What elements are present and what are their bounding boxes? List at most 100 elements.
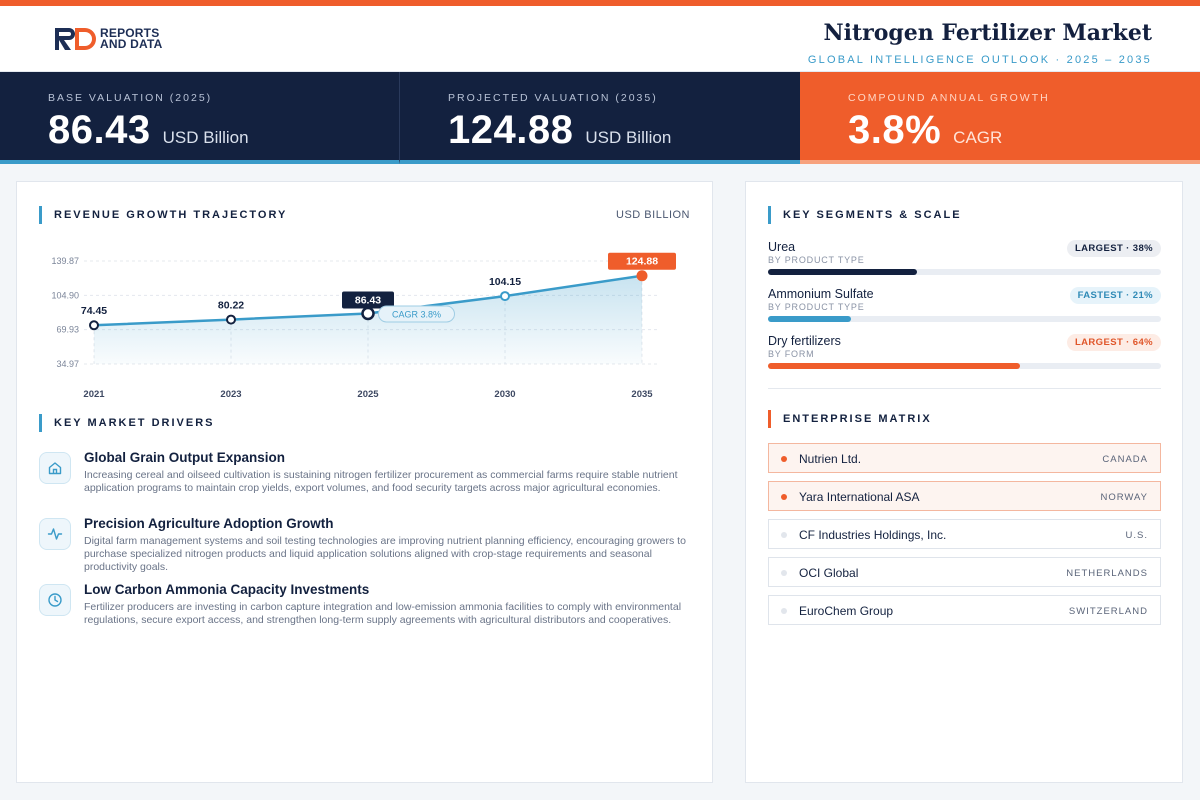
- matrix-heading: ENTERPRISE MATRIX: [768, 410, 932, 428]
- data-point: [636, 270, 648, 282]
- enterprise-name: CF Industries Holdings, Inc.: [799, 528, 947, 542]
- home-icon: [39, 452, 71, 484]
- brand-logo: REPORTS AND DATA: [55, 26, 163, 51]
- enterprise-row[interactable]: EuroChem Group SWITZERLAND: [768, 595, 1161, 625]
- segment-name: Urea: [768, 240, 796, 254]
- kpi-number: 86.43: [48, 108, 151, 152]
- kpi-unit: USD Billion: [585, 128, 672, 147]
- left-panel: REVENUE GROWTH TRAJECTORY USD BILLION 13…: [16, 181, 713, 783]
- cagr-annotation-pill: [378, 305, 455, 323]
- enterprise-name: Nutrien Ltd.: [799, 452, 862, 466]
- kpi-base-valuation: BASE VALUATION (2025) 86.43 USD Billion: [0, 72, 400, 164]
- driver-item: Global Grain Output Expansion Increasing…: [39, 450, 689, 516]
- segment-category: BY PRODUCT TYPE: [768, 302, 865, 312]
- enterprise-name: EuroChem Group: [799, 604, 894, 618]
- kpi-label: BASE VALUATION (2025): [48, 92, 213, 104]
- enterprise-country: SWITZERLAND: [1068, 606, 1148, 617]
- top-accent-bar: [0, 0, 1200, 6]
- section-divider: [768, 388, 1161, 389]
- kpi-strip: BASE VALUATION (2025) 86.43 USD Billion …: [0, 72, 1200, 164]
- segment-bar-fill: [768, 269, 918, 275]
- segment-badge: LARGEST · 64%: [1066, 334, 1161, 351]
- status-dot: [781, 532, 787, 538]
- driver-description: Increasing cereal and oilseed cultivatio…: [84, 469, 678, 494]
- enterprise-name: Yara International ASA: [799, 490, 920, 504]
- page-title: Nitrogen Fertilizer Market: [823, 20, 1152, 46]
- data-label: 80.22: [218, 300, 244, 312]
- drivers-heading: KEY MARKET DRIVERS: [39, 414, 214, 432]
- segments-list: Urea BY PRODUCT TYPE LARGEST · 38% Ammonium…: [768, 240, 1161, 381]
- logo-line-2: AND DATA: [100, 37, 163, 51]
- kpi-cagr: COMPOUND ANNUAL GROWTH 3.8% CAGR: [800, 72, 1200, 164]
- matrix-heading-text: ENTERPRISE MATRIX: [783, 413, 932, 425]
- y-tick-label: 69.93: [56, 325, 79, 335]
- heading-accent: [39, 206, 42, 224]
- segment-category: BY PRODUCT TYPE: [768, 255, 865, 265]
- enterprise-name: OCI Global: [799, 566, 859, 580]
- kpi-value-row: 86.43 USD Billion: [48, 108, 249, 153]
- y-tick-label: 34.97: [56, 359, 79, 369]
- clock-icon: [39, 584, 71, 616]
- segment-bar-fill: [768, 316, 851, 322]
- data-label: 124.88: [626, 256, 658, 268]
- logo-mark-icon: [55, 28, 97, 50]
- revenue-line-chart: 139.87 104.90 69.93 34.97 2021 2023 2025 2030 20…: [51, 252, 676, 400]
- data-label: 86.43: [355, 294, 381, 306]
- driver-title: Precision Agriculture Adoption Growth: [84, 516, 334, 531]
- revenue-unit-label: USD BILLION: [616, 209, 690, 221]
- enterprise-country: NORWAY: [1100, 492, 1148, 503]
- driver-title: Global Grain Output Expansion: [84, 450, 286, 465]
- driver-item: Low Carbon Ammonia Capacity Investments …: [39, 582, 689, 648]
- kpi-value-row: 124.88 USD Billion: [448, 108, 671, 153]
- logo-line-1: REPORTS: [100, 26, 160, 40]
- x-tick-label: 2023: [220, 389, 241, 400]
- segments-heading-text: KEY SEGMENTS & SCALE: [783, 209, 962, 221]
- segment-bar-track: [768, 269, 1161, 275]
- kpi-unit: CAGR: [953, 128, 1003, 147]
- kpi-value-row: 3.8% CAGR: [848, 108, 1002, 153]
- status-dot: [781, 608, 787, 614]
- data-point: [361, 306, 375, 321]
- data-point: [500, 291, 510, 302]
- kpi-unit: USD Billion: [162, 128, 249, 147]
- heading-accent: [768, 206, 771, 224]
- kpi-projected-valuation: PROJECTED VALUATION (2035) 124.88 USD Bi…: [400, 72, 800, 164]
- x-tick-label: 2025: [357, 389, 379, 400]
- data-label-badge: [608, 252, 676, 270]
- right-panel: KEY SEGMENTS & SCALE Urea BY PRODUCT TYPE…: [745, 181, 1183, 783]
- driver-description: Fertilizer producers are investing in ca…: [84, 601, 682, 626]
- kpi-label: PROJECTED VALUATION (2035): [448, 92, 658, 104]
- segment-name: Dry fertilizers: [768, 334, 841, 348]
- driver-item: Precision Agriculture Adoption Growth Di…: [39, 516, 689, 582]
- segment-bar-fill: [768, 363, 1020, 369]
- segment-row: Urea BY PRODUCT TYPE LARGEST · 38%: [768, 240, 1161, 287]
- segment-row: Ammonium Sulfate BY PRODUCT TYPE FASTEST ·…: [768, 287, 1161, 334]
- status-dot: [781, 494, 787, 500]
- data-label: 74.45: [81, 305, 107, 317]
- enterprise-row[interactable]: CF Industries Holdings, Inc. U.S.: [768, 519, 1161, 549]
- segment-badge: LARGEST · 38%: [1066, 240, 1161, 257]
- enterprise-row[interactable]: OCI Global NETHERLANDS: [768, 557, 1161, 587]
- kpi-number: 3.8%: [848, 108, 942, 152]
- enterprise-row[interactable]: Nutrien Ltd. CANADA: [768, 443, 1161, 473]
- x-tick-label: 2021: [83, 389, 105, 400]
- x-tick-label: 2030: [494, 389, 515, 400]
- cagr-annotation: CAGR 3.8%: [392, 310, 441, 320]
- segment-bar-track: [768, 316, 1161, 322]
- revenue-heading: REVENUE GROWTH TRAJECTORY: [39, 206, 287, 224]
- segments-heading: KEY SEGMENTS & SCALE: [768, 206, 962, 224]
- segment-name: Ammonium Sulfate: [768, 287, 874, 301]
- segment-row: Dry fertilizers BY FORM LARGEST · 64%: [768, 334, 1161, 381]
- logo-text: REPORTS AND DATA: [100, 26, 163, 51]
- data-label-badge: [342, 291, 394, 309]
- data-label: 104.15: [489, 276, 521, 288]
- data-point: [89, 320, 99, 331]
- segment-category: BY FORM: [768, 349, 815, 359]
- page-header: REPORTS AND DATA Nitrogen Fertilizer Mar…: [0, 6, 1200, 72]
- enterprise-matrix: Nutrien Ltd. CANADA Yara International ASA…: [768, 443, 1161, 633]
- activity-icon: [39, 518, 71, 550]
- segment-bar-track: [768, 363, 1161, 369]
- enterprise-row[interactable]: Yara International ASA NORWAY: [768, 481, 1161, 511]
- drivers-heading-text: KEY MARKET DRIVERS: [54, 417, 215, 429]
- x-tick-label: 2035: [631, 389, 653, 400]
